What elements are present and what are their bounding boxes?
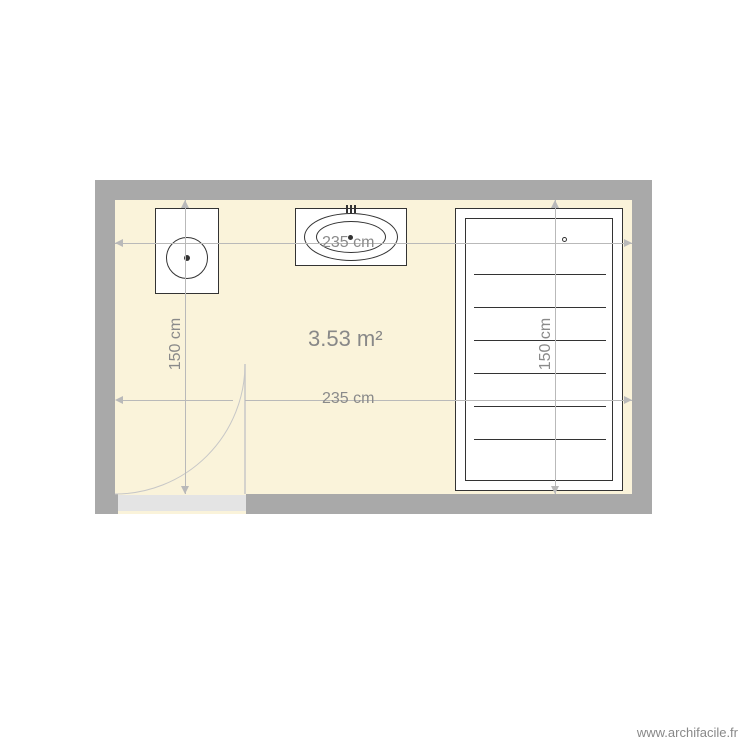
dimension-width-mid-line-left	[123, 400, 233, 401]
arrow-icon	[181, 200, 189, 208]
floorplan-canvas: 235 cm 235 cm 150 cm 150 cm 3.53 m² www.…	[0, 0, 750, 750]
arrow-icon	[115, 396, 123, 404]
dimension-width-top-label: 235 cm	[322, 234, 374, 252]
arrow-icon	[624, 396, 632, 404]
watermark: www.archifacile.fr	[637, 725, 738, 740]
fixture-toilet	[155, 208, 219, 294]
arrow-icon	[551, 200, 559, 208]
dimension-width-mid-label: 235 cm	[322, 390, 374, 408]
door-swing-arc	[115, 364, 247, 496]
arrow-icon	[181, 486, 189, 494]
dimension-height-right-label: 150 cm	[537, 318, 555, 370]
arrow-icon	[624, 239, 632, 247]
room-area-label: 3.53 m²	[308, 326, 383, 352]
arrow-icon	[551, 486, 559, 494]
dimension-height-left-label: 150 cm	[167, 318, 185, 370]
arrow-icon	[115, 239, 123, 247]
door-threshold	[118, 495, 246, 511]
dimension-width-mid-line	[245, 400, 632, 401]
